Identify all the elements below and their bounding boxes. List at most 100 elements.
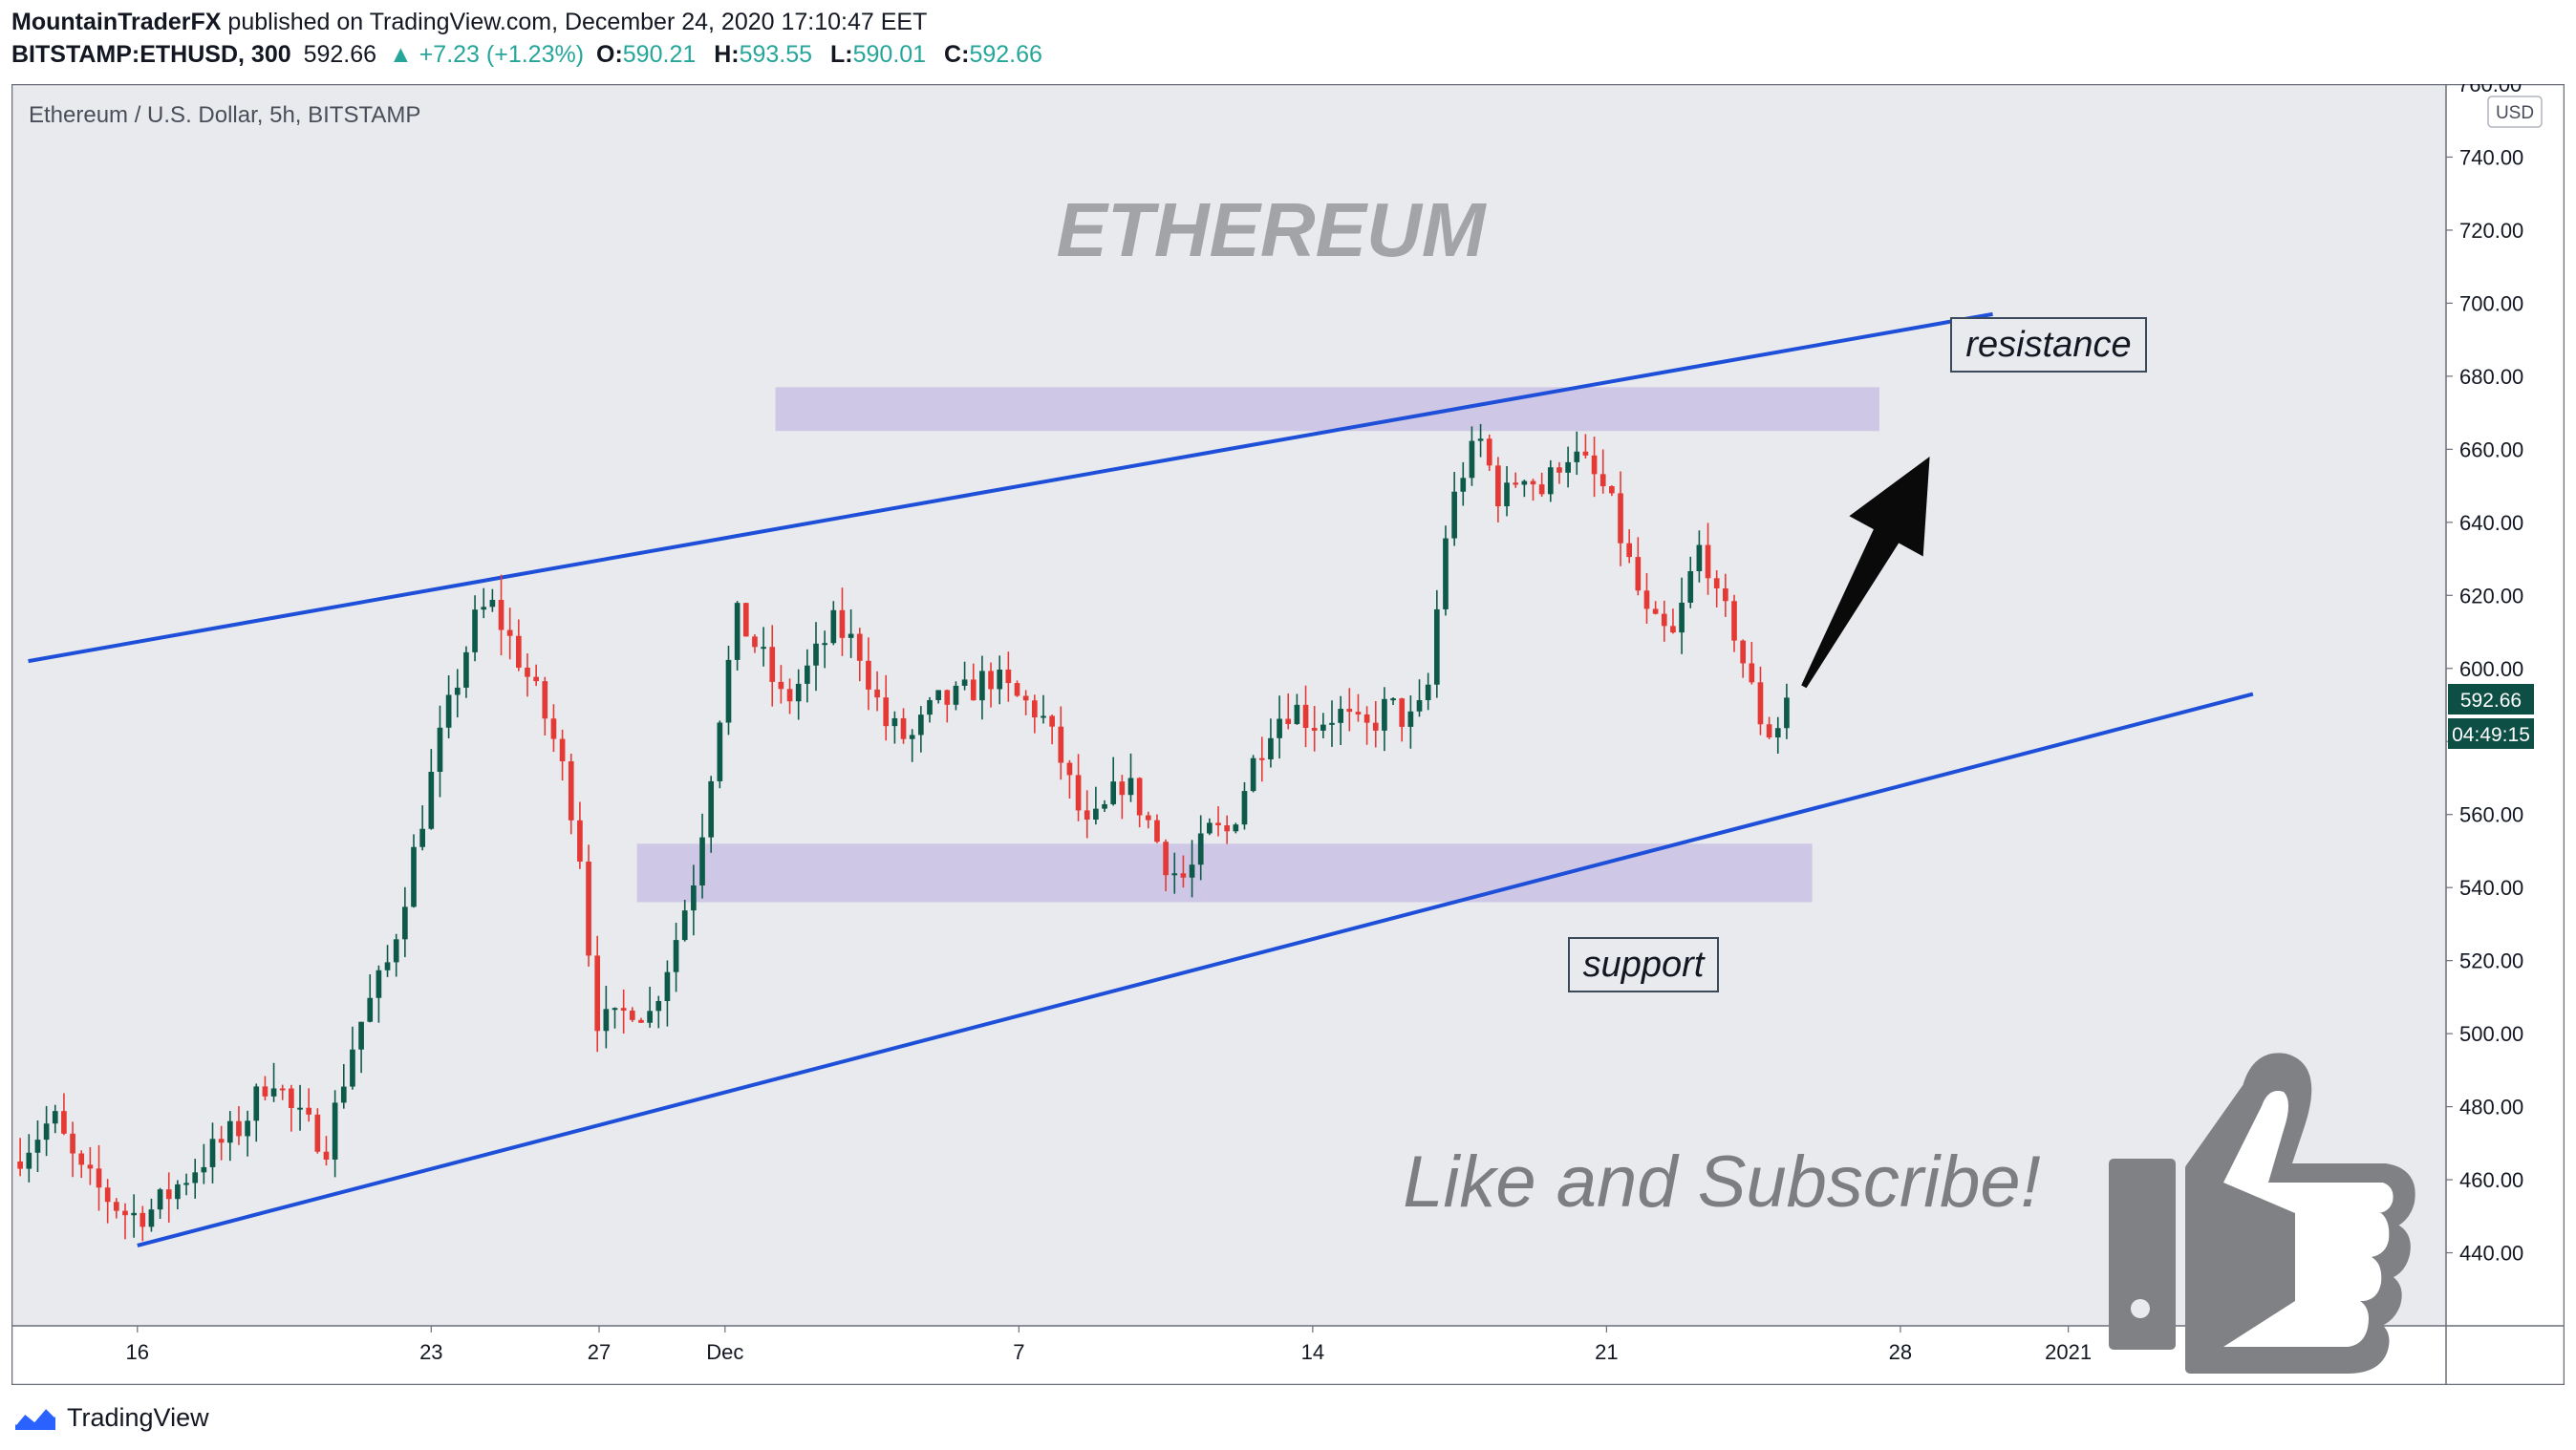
candle-body [1224, 825, 1231, 832]
candle-up [1320, 713, 1326, 738]
candle-up [1207, 818, 1213, 836]
candle-body [367, 997, 374, 1022]
candle-down [638, 1017, 644, 1024]
currency-badge[interactable]: USD [2487, 96, 2543, 128]
candle-down [140, 1205, 146, 1242]
x-tick-label: 21 [1595, 1340, 1618, 1364]
candle-body [1233, 824, 1239, 832]
candle-body [1618, 493, 1623, 544]
candle-down [1670, 608, 1676, 634]
candle-down [113, 1198, 119, 1219]
candle-up [647, 987, 653, 1028]
candle-up [953, 681, 959, 711]
candle-down [533, 664, 539, 687]
lower-trendline[interactable] [137, 692, 2254, 1247]
candle-down [577, 801, 583, 869]
candle-up [209, 1122, 216, 1183]
y-tick-label: 640.00 [2459, 511, 2523, 535]
candle-up [1784, 683, 1790, 739]
author-name[interactable]: MountainTraderFX [11, 9, 222, 35]
candle-down [78, 1150, 85, 1179]
candle-body [1652, 608, 1659, 614]
candle-down [1766, 716, 1772, 739]
candle-down [1618, 471, 1623, 566]
candle-body [1574, 451, 1580, 462]
candle-down [96, 1144, 102, 1211]
candle-body [140, 1212, 146, 1227]
candle-up [691, 864, 697, 936]
candle-down [1084, 790, 1090, 839]
candle-down [568, 754, 574, 835]
open-value: 590.21 [622, 41, 697, 68]
x-tick-label: 14 [1301, 1340, 1324, 1364]
candle-body [481, 607, 487, 610]
candle-body [1329, 722, 1335, 725]
candle-up [26, 1134, 32, 1183]
current-price-value: 592.66 [2460, 690, 2522, 712]
candle-down [1022, 690, 1029, 715]
candle-body [805, 665, 810, 684]
candle-body [1294, 704, 1300, 724]
candle-down [1591, 437, 1598, 498]
candle-up [822, 630, 828, 669]
candle-up [1774, 716, 1781, 755]
chart-title: Ethereum / U.S. Dollar, 5h, BITSTAMP [29, 102, 420, 128]
candle-body [742, 603, 749, 637]
candle-up [1041, 694, 1046, 724]
candle-down [1224, 815, 1231, 844]
candle-up [1460, 461, 1467, 506]
candle-body [340, 1086, 347, 1103]
candle-up [43, 1105, 50, 1157]
candle-body [717, 722, 723, 781]
candle-down [970, 663, 977, 701]
candle-body [673, 940, 679, 972]
candle-up [1469, 426, 1475, 486]
candle-up [717, 720, 723, 789]
candle-up [34, 1120, 41, 1172]
candle-body [393, 939, 399, 963]
upper-trendline[interactable] [28, 311, 1993, 664]
candle-body [61, 1111, 67, 1134]
tradingview-footer[interactable]: TradingView [13, 1397, 209, 1439]
candle-body [909, 735, 915, 739]
candle-down [1582, 434, 1589, 459]
watermark-title: ETHEREUM [1057, 187, 1488, 272]
candle-body [428, 772, 435, 829]
low-value: 590.01 [852, 41, 927, 68]
candle-body [104, 1187, 111, 1203]
candle-body [1679, 602, 1685, 633]
candle-up [1277, 695, 1282, 759]
x-tick-label: 2021 [2045, 1340, 2092, 1364]
candle-body [734, 603, 741, 660]
candle-body [1582, 451, 1589, 456]
candle-body [883, 697, 890, 727]
candle-up [1679, 577, 1685, 654]
chart-area[interactable]: Ethereum / U.S. Dollar, 5h, BITSTAMP ETH… [11, 73, 2565, 1386]
last-price: 592.66 [303, 41, 377, 68]
candle-down [1145, 811, 1151, 829]
candle-body [708, 780, 715, 838]
candle-down [515, 619, 522, 672]
candle-body [568, 761, 574, 821]
candle-down [1661, 600, 1667, 642]
candle-down [289, 1084, 294, 1132]
y-tick-label: 460.00 [2459, 1168, 2523, 1192]
candle-body [1382, 698, 1387, 731]
candlestick-chart[interactable]: Ethereum / U.S. Dollar, 5h, BITSTAMP ETH… [11, 73, 2565, 1386]
candle-up [226, 1111, 233, 1162]
candle-body [664, 971, 671, 1001]
open-label: O: [596, 41, 623, 68]
candle-up [402, 886, 408, 958]
candle-down [506, 608, 513, 660]
candle-body [376, 970, 382, 998]
y-tick-label: 480.00 [2459, 1096, 2523, 1119]
high-label: H: [714, 41, 740, 68]
resistance-label: resistance [1965, 325, 2131, 365]
tradingview-logo-icon [13, 1404, 57, 1430]
candle-body [506, 629, 513, 636]
candle-body [1197, 833, 1204, 865]
candle-up [1189, 840, 1195, 898]
candle-body [1399, 698, 1406, 727]
candle-up [358, 1021, 364, 1074]
candle-down [87, 1146, 94, 1185]
